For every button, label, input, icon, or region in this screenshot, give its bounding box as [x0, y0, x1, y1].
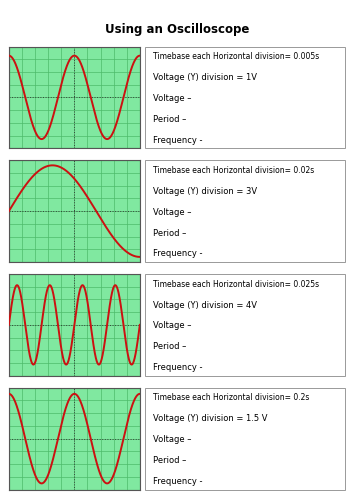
FancyBboxPatch shape: [145, 388, 345, 490]
Text: Frequency -: Frequency -: [153, 136, 202, 144]
Text: Voltage (Y) division = 1V: Voltage (Y) division = 1V: [153, 73, 257, 82]
Text: Voltage (Y) division = 4V: Voltage (Y) division = 4V: [153, 300, 257, 310]
Text: Frequency -: Frequency -: [153, 363, 202, 372]
Text: Period –: Period –: [153, 115, 187, 124]
Text: Timebase each Horizontal division= 0.02s: Timebase each Horizontal division= 0.02s: [153, 166, 314, 175]
FancyBboxPatch shape: [145, 274, 345, 376]
Text: Period –: Period –: [153, 342, 187, 351]
Text: Frequency -: Frequency -: [153, 250, 202, 258]
Text: Frequency -: Frequency -: [153, 477, 202, 486]
Text: Using an Oscilloscope: Using an Oscilloscope: [105, 22, 249, 36]
Text: Voltage –: Voltage –: [153, 322, 192, 330]
Text: Voltage –: Voltage –: [153, 435, 192, 444]
Text: Period –: Period –: [153, 456, 187, 465]
Text: Voltage (Y) division = 1.5 V: Voltage (Y) division = 1.5 V: [153, 414, 268, 424]
Text: Period –: Period –: [153, 228, 187, 237]
Text: Timebase each Horizontal division= 0.005s: Timebase each Horizontal division= 0.005…: [153, 52, 319, 61]
FancyBboxPatch shape: [145, 160, 345, 262]
Text: Timebase each Horizontal division= 0.025s: Timebase each Horizontal division= 0.025…: [153, 280, 319, 288]
FancyBboxPatch shape: [145, 46, 345, 148]
Text: Timebase each Horizontal division= 0.2s: Timebase each Horizontal division= 0.2s: [153, 394, 309, 402]
Text: Voltage (Y) division = 3V: Voltage (Y) division = 3V: [153, 187, 257, 196]
Text: Voltage –: Voltage –: [153, 94, 192, 103]
Text: Voltage –: Voltage –: [153, 208, 192, 216]
